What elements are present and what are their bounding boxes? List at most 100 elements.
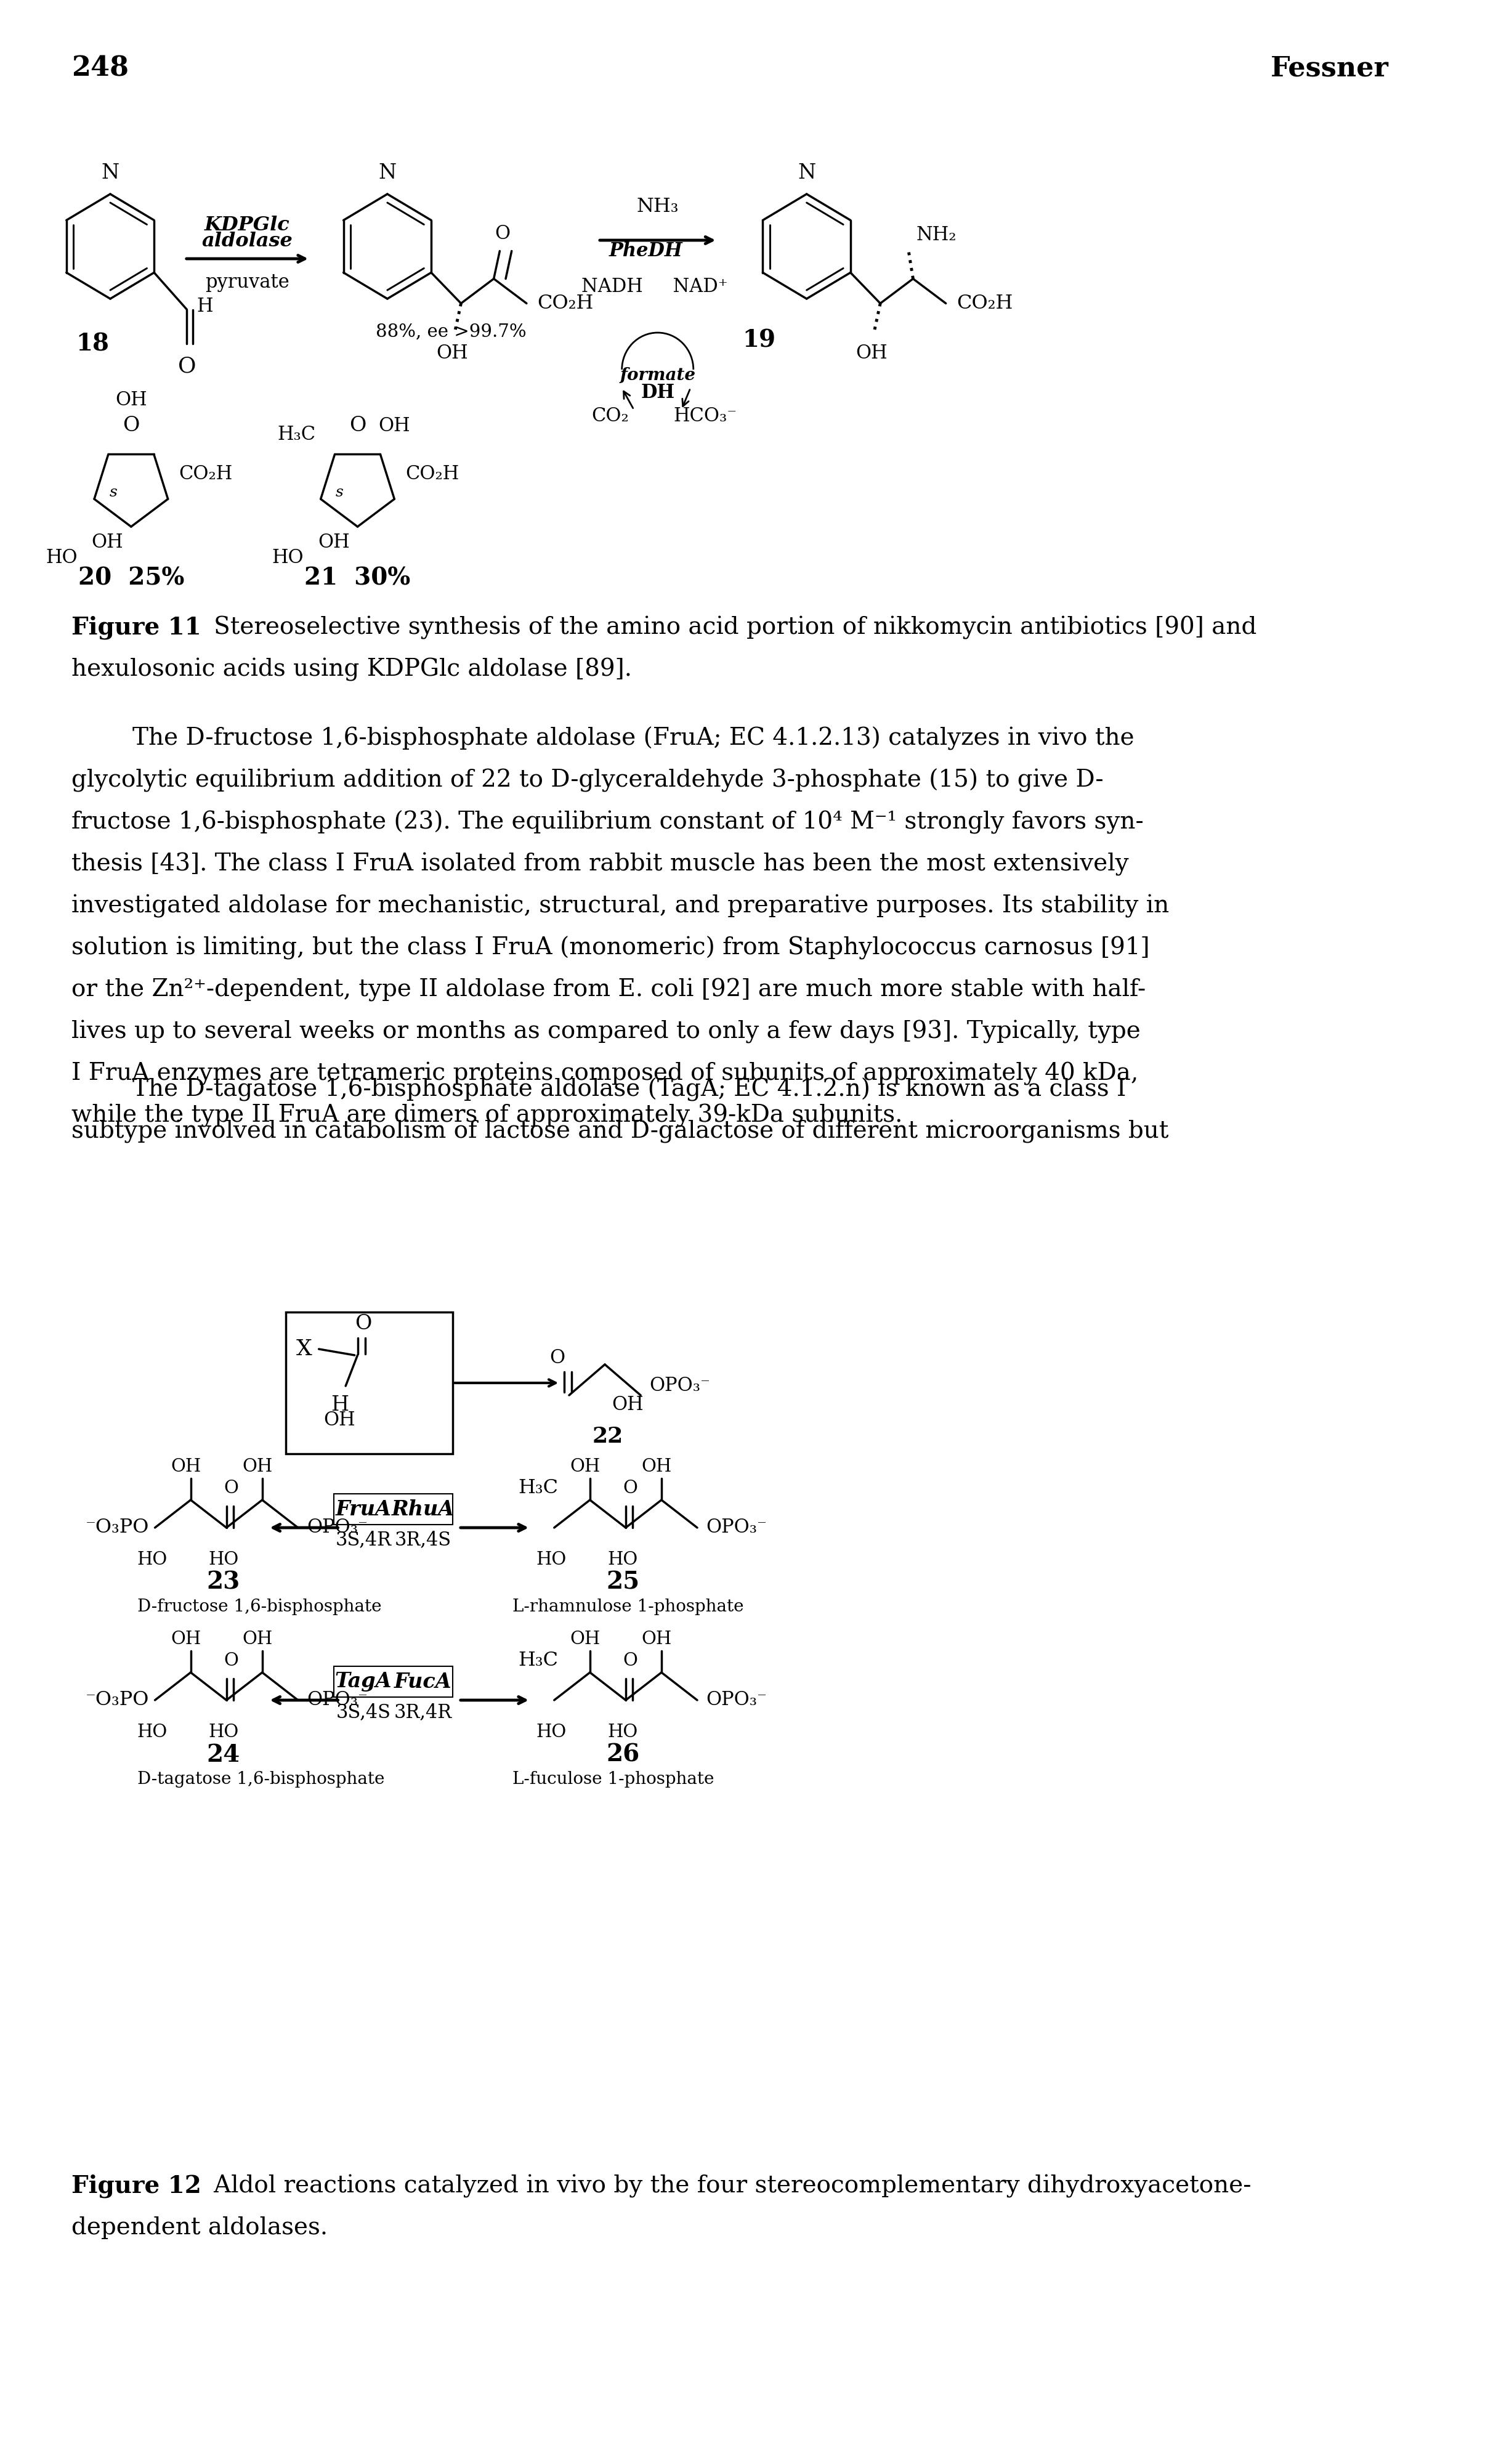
Text: or the Zn²⁺-dependent, type II aldolase from E. coli [92] are much more stable w: or the Zn²⁺-dependent, type II aldolase … <box>71 978 1145 1000</box>
Text: 22: 22 <box>593 1427 623 1446</box>
Text: KDPGlc: KDPGlc <box>205 214 290 234</box>
Text: NH₃: NH₃ <box>637 197 679 217</box>
Text: O: O <box>549 1348 564 1368</box>
Text: H: H <box>198 296 213 315</box>
Text: OH: OH <box>171 1459 201 1476</box>
Text: The D-fructose 1,6-bisphosphate aldolase (FruA; EC 4.1.2.13) catalyzes in vivo t: The D-fructose 1,6-bisphosphate aldolase… <box>71 727 1135 752</box>
Text: glycolytic equilibrium addition of 22 to D-glyceraldehyde 3-phosphate (15) to gi: glycolytic equilibrium addition of 22 to… <box>71 769 1103 793</box>
Text: OH: OH <box>641 1631 672 1648</box>
Text: HO: HO <box>208 1552 238 1570</box>
Text: The D-tagatose 1,6-bisphosphate aldolase (TagA; EC 4.1.2.n) is known as a class : The D-tagatose 1,6-bisphosphate aldolase… <box>71 1079 1126 1101</box>
Text: FucA: FucA <box>394 1671 451 1693</box>
Text: TagA: TagA <box>335 1671 392 1693</box>
Text: lives up to several weeks or months as compared to only a few days [93]. Typical: lives up to several weeks or months as c… <box>71 1020 1141 1045</box>
Text: DH: DH <box>641 384 675 402</box>
Text: 248: 248 <box>71 54 128 81</box>
Text: NADH     NAD⁺: NADH NAD⁺ <box>581 276 727 296</box>
Text: HO: HO <box>208 1725 238 1740</box>
Text: O: O <box>122 416 139 436</box>
Text: OPO₃⁻: OPO₃⁻ <box>706 1518 767 1538</box>
Text: OPO₃⁻: OPO₃⁻ <box>306 1518 368 1538</box>
Text: OH: OH <box>570 1459 601 1476</box>
Bar <box>333 1493 453 1525</box>
Text: dependent aldolases.: dependent aldolases. <box>71 2218 327 2240</box>
Text: O: O <box>355 1313 371 1333</box>
Text: CO₂H: CO₂H <box>957 293 1013 313</box>
Text: NH₂: NH₂ <box>916 227 957 244</box>
Text: thesis [43]. The class I FruA isolated from rabbit muscle has been the most exte: thesis [43]. The class I FruA isolated f… <box>71 853 1129 877</box>
Text: H₃C: H₃C <box>519 1478 558 1498</box>
Text: O: O <box>223 1478 238 1496</box>
Text: RhuA: RhuA <box>392 1498 454 1520</box>
Text: 3R,4R: 3R,4R <box>394 1703 453 1722</box>
Text: ⁻O₃PO: ⁻O₃PO <box>86 1518 149 1538</box>
Text: OH: OH <box>115 389 146 409</box>
Text: s: s <box>109 485 118 500</box>
Text: OH: OH <box>92 532 124 552</box>
Text: OH: OH <box>171 1631 201 1648</box>
Text: Stereoselective synthesis of the amino acid portion of nikkomycin antibiotics [9: Stereoselective synthesis of the amino a… <box>190 616 1257 638</box>
Text: O: O <box>349 416 367 436</box>
Text: D-fructose 1,6-bisphosphate: D-fructose 1,6-bisphosphate <box>137 1599 382 1616</box>
Text: HO: HO <box>137 1725 167 1740</box>
Text: 24: 24 <box>207 1745 240 1767</box>
Text: solution is limiting, but the class I FruA (monomeric) from Staphylococcus carno: solution is limiting, but the class I Fr… <box>71 936 1150 961</box>
Text: 21  30%: 21 30% <box>305 567 410 589</box>
Text: HO: HO <box>137 1552 167 1570</box>
Text: OH: OH <box>856 342 887 362</box>
Text: PheDH: PheDH <box>608 241 682 261</box>
Text: fructose 1,6-bisphosphate (23). The equilibrium constant of 10⁴ M⁻¹ strongly fav: fructose 1,6-bisphosphate (23). The equi… <box>71 811 1144 835</box>
Text: O: O <box>178 355 196 377</box>
Text: OPO₃⁻: OPO₃⁻ <box>706 1690 767 1710</box>
Text: 25: 25 <box>607 1572 640 1594</box>
Text: while the type II FruA are dimers of approximately 39-kDa subunits.: while the type II FruA are dimers of app… <box>71 1104 902 1129</box>
Text: HO: HO <box>536 1552 566 1570</box>
Bar <box>333 1666 453 1698</box>
Text: 20  25%: 20 25% <box>78 567 184 589</box>
Text: H₃C: H₃C <box>278 424 315 444</box>
Text: 3S,4S: 3S,4S <box>337 1703 391 1722</box>
Text: 19: 19 <box>742 328 776 352</box>
Text: ⁻O₃PO: ⁻O₃PO <box>86 1690 149 1710</box>
Text: 3R,4S: 3R,4S <box>395 1530 451 1550</box>
Text: 88%, ee >99.7%: 88%, ee >99.7% <box>376 323 527 340</box>
Text: OH: OH <box>436 342 468 362</box>
Text: CO₂H: CO₂H <box>406 466 459 483</box>
Text: Figure 11: Figure 11 <box>71 616 201 641</box>
Text: Aldol reactions catalyzed in vivo by the four stereocomplementary dihydroxyaceto: Aldol reactions catalyzed in vivo by the… <box>190 2173 1251 2198</box>
Text: subtype involved in catabolism of lactose and D-galactose of different microorga: subtype involved in catabolism of lactos… <box>71 1119 1168 1143</box>
Bar <box>287 1311 453 1454</box>
Text: FruA: FruA <box>335 1498 391 1520</box>
Text: CO₂H: CO₂H <box>178 466 232 483</box>
Text: OPO₃⁻: OPO₃⁻ <box>649 1377 711 1395</box>
Text: OH: OH <box>243 1459 273 1476</box>
Text: CO₂H: CO₂H <box>537 293 593 313</box>
Text: O: O <box>495 224 510 244</box>
Text: HCO₃⁻: HCO₃⁻ <box>673 407 736 426</box>
Text: aldolase: aldolase <box>202 232 293 251</box>
Text: formate: formate <box>620 367 696 384</box>
Text: H: H <box>330 1395 349 1414</box>
Text: Figure 12: Figure 12 <box>71 2173 201 2198</box>
Text: O: O <box>223 1651 238 1671</box>
Text: CO₂: CO₂ <box>592 407 629 426</box>
Text: O: O <box>623 1478 638 1496</box>
Text: OH: OH <box>379 416 410 436</box>
Text: OH: OH <box>613 1395 644 1414</box>
Text: hexulosonic acids using KDPGlc aldolase [89].: hexulosonic acids using KDPGlc aldolase … <box>71 658 632 680</box>
Text: 23: 23 <box>207 1572 240 1594</box>
Text: L-fuculose 1-phosphate: L-fuculose 1-phosphate <box>513 1772 714 1789</box>
Text: OH: OH <box>324 1409 356 1429</box>
Text: X: X <box>296 1338 312 1360</box>
Text: HO: HO <box>536 1725 566 1740</box>
Text: OH: OH <box>570 1631 601 1648</box>
Text: pyruvate: pyruvate <box>205 274 290 291</box>
Text: Fessner: Fessner <box>1271 54 1388 81</box>
Text: 18: 18 <box>75 333 109 355</box>
Text: N: N <box>101 163 119 182</box>
Text: 3S,4R: 3S,4R <box>335 1530 391 1550</box>
Text: OH: OH <box>641 1459 672 1476</box>
Text: O: O <box>623 1651 638 1671</box>
Text: HO: HO <box>608 1552 638 1570</box>
Text: HO: HO <box>45 549 77 567</box>
